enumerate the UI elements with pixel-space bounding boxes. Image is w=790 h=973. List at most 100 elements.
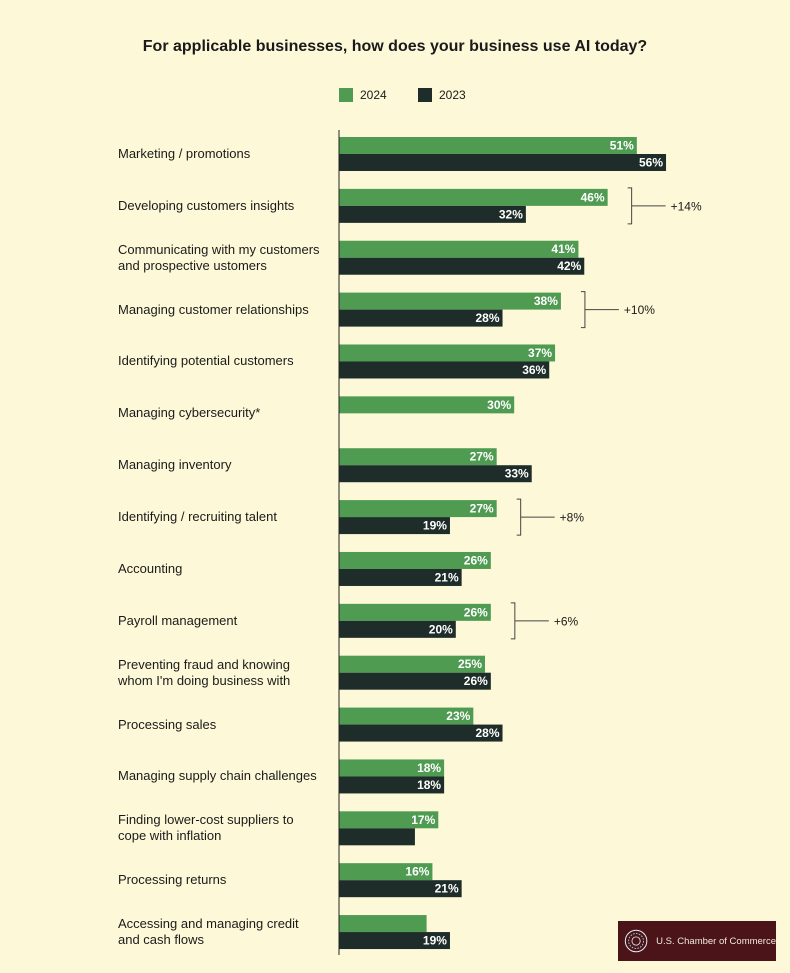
bar-2024: [339, 915, 427, 933]
data-label-2024: 37%: [528, 346, 552, 360]
category-label-line: Managing supply chain challenges: [118, 768, 317, 784]
data-label-2024: 30%: [487, 398, 511, 412]
legend-label-2024: 2024: [360, 88, 387, 102]
data-label-2023: 36%: [522, 363, 546, 377]
difference-bracket: [580, 291, 619, 329]
category-label: Managing inventory: [118, 457, 333, 473]
bar-2023: [339, 828, 415, 846]
difference-bracket: [510, 602, 549, 640]
category-label: Communicating with my customers and prosp…: [118, 242, 333, 274]
category-label-line: Identifying potential customers: [118, 353, 294, 369]
bar-2024: [339, 188, 608, 206]
difference-bracket: [627, 187, 666, 225]
data-label-2024: 23%: [446, 709, 470, 723]
category-label: Accessing and managing credit and cash fl…: [118, 916, 333, 948]
data-label-2023: 19%: [423, 934, 447, 948]
bar-2024: [339, 603, 491, 621]
category-label-line: Developing customers insights: [118, 197, 295, 213]
bar-2024: [339, 863, 433, 881]
category-label: Developing customers insights: [118, 198, 333, 214]
category-label: Finding lower-cost suppliers to cope with…: [118, 812, 333, 844]
chart-title: For applicable businesses, how does your…: [142, 38, 648, 55]
difference-annotation: +14%: [671, 199, 702, 213]
data-label-2024: 38%: [534, 294, 558, 308]
legend-item-2023: 2023: [418, 88, 466, 102]
category-label-line: and prospective ustomers: [118, 257, 267, 273]
chamber-seal-icon: [624, 929, 648, 953]
data-label-2023: 56%: [639, 156, 663, 170]
difference-annotation: +8%: [560, 511, 585, 525]
category-label-line: Managing customer relationships: [118, 301, 309, 317]
data-label-2024: 18%: [417, 761, 441, 775]
bar-2023: [339, 776, 445, 794]
bar-2023: [339, 568, 462, 586]
bar-2023: [339, 361, 550, 379]
data-label-2023: 19%: [423, 519, 447, 533]
category-label: Managing customer relationships: [118, 302, 333, 318]
data-label-2023: 42%: [557, 259, 581, 273]
data-label-2024: 25%: [458, 657, 482, 671]
category-label-line: Finding lower-cost suppliers to: [118, 812, 294, 828]
category-label-line: Marketing / promotions: [118, 146, 251, 161]
category-label: Accounting: [118, 561, 333, 577]
data-label-2024: 51%: [610, 139, 634, 153]
bar-2023: [339, 517, 450, 535]
data-label-2024: 17%: [411, 813, 435, 827]
category-label-line: and cash flows: [118, 932, 204, 948]
legend-item-2024: 2024: [339, 88, 387, 102]
bar-2023: [339, 465, 532, 483]
category-label: Identifying potential customers: [118, 353, 333, 369]
data-label-2024: 27%: [470, 502, 494, 516]
category-label-line: Processing returns: [118, 872, 227, 888]
data-label-2024: 26%: [464, 553, 488, 567]
bar-2023: [339, 257, 585, 275]
data-label-2023: 33%: [505, 467, 529, 481]
category-label: Processing returns: [118, 872, 333, 888]
legend-swatch-2024: [339, 88, 353, 102]
bar-2024: [339, 240, 579, 258]
bar-2023: [339, 724, 503, 742]
category-label: Marketing / promotions: [118, 146, 333, 162]
bar-2023: [339, 672, 491, 690]
category-label: Managing supply chain challenges: [118, 768, 333, 784]
bar-2024: [339, 759, 445, 777]
data-label-2023: 26%: [464, 674, 488, 688]
category-label-line: Accounting: [118, 560, 183, 576]
category-label-line: cope with inflation: [118, 828, 222, 844]
bar-2024: [339, 137, 637, 154]
bar-2024: [339, 448, 497, 466]
data-label-2023: 28%: [475, 726, 499, 740]
difference-bracket: [516, 498, 555, 536]
category-label-line: Communicating with my customers: [118, 241, 320, 257]
category-label: Identifying / recruiting talent: [118, 509, 333, 525]
bar-2024: [339, 344, 556, 362]
data-label-2023: 20%: [429, 622, 453, 636]
bar-2023: [339, 309, 503, 327]
bar-2024: [339, 292, 561, 310]
category-label-line: Managing cybersecurity*: [118, 405, 261, 421]
legend-label-2023: 2023: [439, 88, 466, 102]
category-label-line: Payroll management: [118, 612, 238, 628]
category-label: Managing cybersecurity*: [118, 405, 333, 421]
bar-2023: [339, 880, 462, 898]
bar-2023: [339, 932, 450, 950]
category-label-line: Preventing fraud and knowing: [118, 656, 291, 672]
data-label-2023: 32%: [499, 207, 523, 221]
category-label-line: Processing sales: [118, 716, 217, 732]
bar-2023: [339, 205, 526, 223]
difference-annotation: +10%: [624, 303, 655, 317]
data-label-2024: 41%: [551, 242, 575, 256]
data-label-2024: 46%: [581, 190, 605, 204]
bar-2024: [339, 655, 485, 673]
data-label-2023: 21%: [435, 882, 459, 896]
logo-text: U.S. Chamber of Commerce: [656, 935, 776, 947]
data-label-2023: 18%: [417, 778, 441, 792]
bar-2024: [339, 811, 439, 829]
category-label: Payroll management: [118, 613, 333, 629]
data-label-2024: 26%: [464, 605, 488, 619]
category-label-line: Accessing and managing credit: [118, 916, 299, 932]
data-label-2024: 27%: [470, 450, 494, 464]
data-label-2023: 21%: [435, 570, 459, 584]
data-label-2024: 16%: [405, 865, 429, 879]
